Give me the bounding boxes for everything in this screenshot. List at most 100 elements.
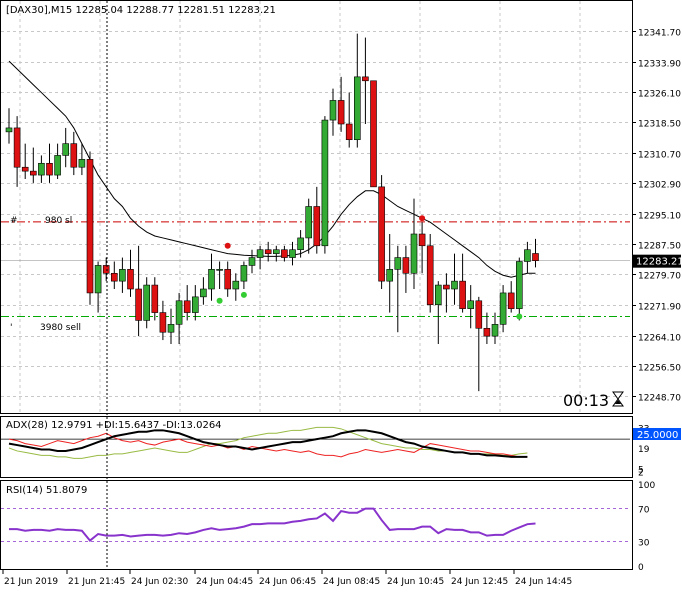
candle	[313, 186, 321, 254]
candle	[224, 261, 231, 297]
candle-body	[402, 257, 410, 274]
price-tick-label: 12264.10	[638, 334, 681, 344]
candle	[305, 198, 313, 254]
candle-body	[208, 269, 215, 290]
candle-body	[38, 162, 45, 176]
candle-body	[78, 159, 86, 168]
candle-body	[386, 269, 394, 282]
candle-body	[532, 253, 539, 261]
candle	[418, 222, 426, 274]
candle-body	[410, 233, 418, 274]
candle-body	[143, 284, 150, 321]
adx-lines	[1, 426, 630, 459]
candle-body	[475, 300, 483, 329]
bar-timer: 00:13	[563, 391, 609, 410]
candle	[167, 308, 175, 344]
candle	[353, 33, 361, 148]
price-tick-label: 12248.70	[638, 394, 681, 404]
candle-body	[175, 300, 183, 325]
candle-body	[499, 292, 507, 325]
candle-body	[13, 127, 21, 168]
candle-body	[491, 324, 499, 337]
candle	[240, 261, 248, 289]
candle-body	[289, 249, 296, 258]
candle-body	[192, 296, 199, 313]
signal-dot	[224, 242, 231, 249]
candle	[297, 230, 304, 258]
candle	[289, 241, 296, 266]
adx-panel-frame	[0, 416, 633, 478]
rsi-tick-label: 100	[638, 481, 655, 491]
price-tick-label: 12256.50	[638, 364, 681, 374]
rsi-line	[9, 507, 536, 542]
candle	[70, 131, 78, 176]
candle	[321, 116, 329, 254]
signal-dot	[516, 313, 523, 320]
candles	[5, 33, 539, 392]
candle-body	[281, 249, 288, 258]
candle	[281, 245, 288, 262]
candle-body	[183, 300, 191, 313]
candle-body	[321, 119, 329, 247]
candle	[345, 92, 353, 148]
candle	[175, 292, 183, 344]
candle-body	[70, 143, 78, 168]
candle	[119, 257, 126, 293]
candle	[151, 277, 159, 321]
candle-body	[54, 155, 61, 176]
candle	[86, 151, 94, 305]
moving-average	[8, 60, 536, 278]
candle-body	[451, 280, 458, 290]
price-tick-label: 12310.70	[638, 151, 681, 161]
candle-body	[102, 265, 110, 274]
candle	[29, 147, 37, 183]
candle-body	[256, 249, 264, 258]
candle	[54, 143, 61, 179]
candle	[524, 241, 531, 274]
time-tick-label: 24 Jun 10:45	[387, 577, 444, 587]
candle	[183, 285, 191, 321]
candle	[451, 253, 458, 305]
candle	[200, 277, 207, 305]
axis-labels: 12341.70 12333.90 12326.10 12318.50 12310.70…	[2, 29, 681, 587]
candle	[159, 300, 167, 341]
candle-body	[394, 257, 402, 270]
candle-body	[426, 245, 434, 306]
candle-body	[5, 127, 13, 133]
candle-body	[232, 280, 240, 290]
candle-body	[248, 257, 256, 266]
candle	[248, 249, 256, 274]
candle-body	[119, 269, 126, 282]
candle	[402, 245, 410, 293]
signal-dot	[419, 215, 426, 222]
candle-body	[459, 280, 466, 309]
candle-body	[434, 284, 442, 306]
candle	[386, 234, 394, 313]
candle-body	[297, 237, 304, 251]
di-plus-line	[8, 426, 528, 459]
level-sell-label: 3980 sell	[40, 323, 81, 333]
signal-markers	[216, 215, 523, 320]
candle-body	[524, 249, 531, 262]
candle-body	[507, 292, 515, 309]
candle	[216, 261, 223, 289]
adx-tick-label: 19	[638, 445, 650, 455]
signal-dot	[216, 297, 223, 304]
rsi-tick-label: 70	[638, 506, 650, 516]
candle	[208, 253, 215, 301]
candle	[362, 37, 369, 124]
candle	[475, 296, 483, 392]
candle	[394, 245, 402, 333]
candle-body	[378, 186, 385, 282]
adx-header: ADX(28) 12.9791 +DI:15.6437 -DI:13.0264	[6, 420, 222, 431]
candle	[329, 88, 337, 136]
time-tick-label: 24 Jun 02:30	[131, 577, 188, 587]
rsi-tick-label: 30	[638, 538, 650, 548]
candle	[135, 245, 142, 337]
candle-body	[264, 249, 272, 254]
time-tick-label: 24 Jun 14:45	[515, 577, 572, 587]
price-tick-label: 12279.70	[638, 272, 681, 282]
price-tick-label: 12318.50	[638, 120, 681, 130]
candle	[272, 245, 280, 262]
